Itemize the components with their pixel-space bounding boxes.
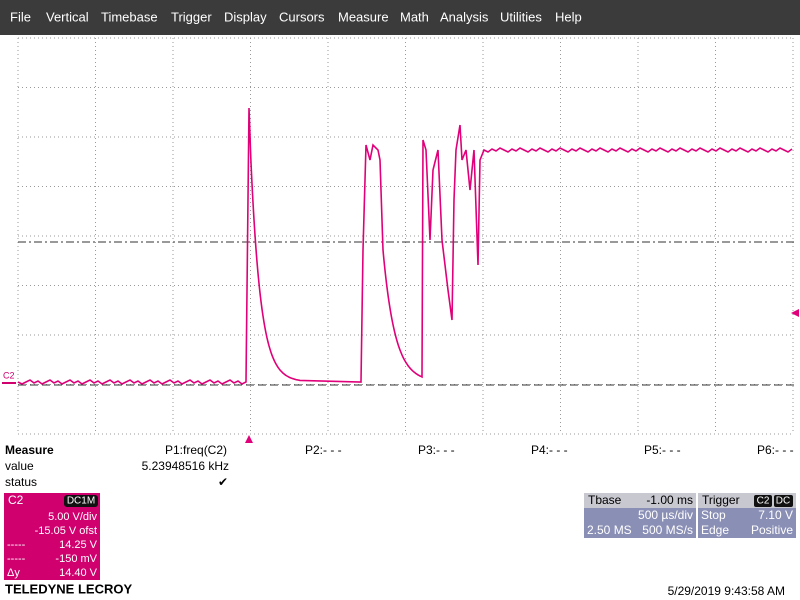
menu-item[interactable]: Timebase	[101, 9, 158, 24]
tbase-title: Tbase	[588, 493, 622, 507]
channel-name: C2	[8, 493, 24, 507]
menu-item[interactable]: Utilities	[500, 9, 542, 24]
trace-label: C2	[3, 370, 15, 380]
row-label: -----	[7, 539, 26, 551]
trigger-title: Trigger	[702, 493, 740, 507]
trigger-level: 7.10 V	[758, 508, 793, 522]
graticule	[17, 37, 794, 435]
trigger-source: C2	[757, 496, 770, 507]
row-value: 14.25 V	[59, 539, 98, 551]
menu-item[interactable]: Help	[555, 9, 582, 24]
trigger-type: Edge	[701, 523, 729, 537]
trigger-marker	[245, 435, 253, 443]
row-label: value	[5, 459, 34, 473]
badge	[64, 495, 98, 507]
menu-item[interactable]: Trigger	[171, 9, 212, 24]
row-label: -----	[7, 553, 26, 565]
tbase-delay: -1.00 ms	[646, 493, 693, 507]
row-value: -150 mV	[55, 553, 97, 565]
row-value: 14.40 V	[59, 567, 98, 579]
tbase-samples: 2.50 MS	[587, 523, 632, 537]
trigger-mode: Stop	[701, 508, 726, 522]
menu-item[interactable]: Analysis	[440, 9, 489, 24]
param-name[interactable]: P3:- - -	[418, 443, 455, 457]
menu-item[interactable]: Math	[400, 9, 429, 24]
trigger-slope: Positive	[751, 523, 793, 537]
brand: TELEDYNE LECROY	[5, 581, 132, 596]
tbase-rate: 500 MS/s	[642, 523, 693, 537]
menu-item[interactable]: Display	[224, 9, 267, 24]
param-name[interactable]: P1:freq(C2)	[165, 443, 227, 457]
row-value: 5.00 V/div	[48, 511, 97, 523]
row-label: status	[5, 475, 37, 489]
waveform	[17, 107, 793, 385]
tbase-scale: 500 µs/div	[638, 508, 693, 522]
timestamp: 5/29/2019 9:43:58 AM	[668, 584, 785, 598]
measure-title: Measure	[5, 443, 54, 457]
level-marker	[791, 309, 799, 317]
param-name[interactable]: P4:- - -	[531, 443, 568, 457]
menu-bar	[0, 0, 800, 35]
menu-item[interactable]: Cursors	[279, 9, 325, 24]
channel-box[interactable]	[4, 493, 100, 580]
param-name[interactable]: P2:- - -	[305, 443, 342, 457]
row-label: Δy	[7, 567, 20, 579]
param-name[interactable]: P6:- - -	[757, 443, 794, 457]
param-value: 5.23948516 kHz	[142, 459, 229, 473]
trigger-coupling: DC	[776, 496, 790, 507]
param-name[interactable]: P5:- - -	[644, 443, 681, 457]
menu-item[interactable]: File	[10, 9, 31, 24]
param-status: ✔	[218, 475, 228, 489]
coupling: DC1M	[67, 496, 95, 507]
row-value: -15.05 V ofst	[35, 525, 97, 537]
menu-item[interactable]: Measure	[338, 9, 389, 24]
menu-item[interactable]: Vertical	[46, 9, 89, 24]
